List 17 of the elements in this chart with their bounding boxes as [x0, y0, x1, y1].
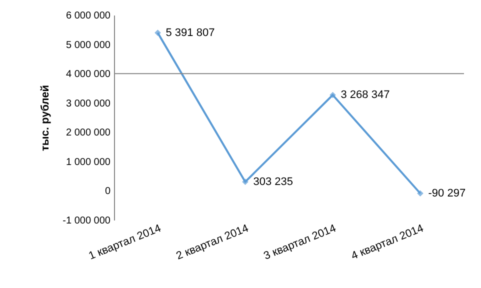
- y-tick-label: 0: [104, 186, 111, 198]
- y-axis-title: тыс. рублей: [40, 85, 52, 151]
- y-tick-label: 5 000 000: [66, 40, 111, 51]
- y-tick-label: 2 000 000: [66, 128, 111, 139]
- data-label: 303 235: [253, 176, 294, 188]
- point: [242, 178, 248, 185]
- y-tick-label: 4 000 000: [66, 69, 111, 80]
- data-label: 5 391 807: [166, 26, 215, 39]
- point: [330, 92, 336, 98]
- data-label: -90 297: [428, 187, 466, 200]
- point: [154, 30, 161, 36]
- data-label: 3 268 347: [340, 89, 390, 101]
- y-tick-label: 3 000 000: [66, 98, 111, 110]
- point: [417, 190, 424, 197]
- y-tick-label: -1 000 000: [62, 216, 111, 226]
- y-tick-label: 1 000 000: [66, 156, 111, 168]
- y-tick-label: 6 000 000: [66, 10, 111, 22]
